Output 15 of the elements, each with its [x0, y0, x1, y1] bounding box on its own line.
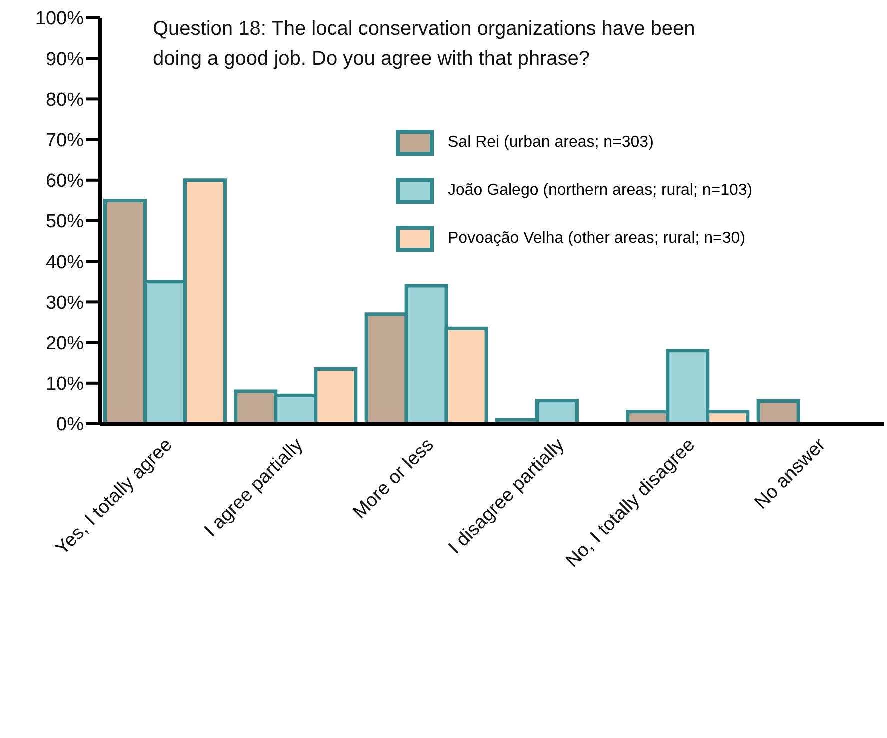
text: Question 18: The local conservation organizations have been doing a good job. Do you agree with that phrase?	[153, 17, 696, 72]
y-tick-label: 90%	[46, 49, 84, 70]
legend-label: Povoação Velha (other areas; rural; n=30)	[448, 230, 746, 248]
y-tick-label: 0%	[56, 414, 84, 436]
y-tick-label: 70%	[46, 130, 84, 152]
y-tick-label: 60%	[46, 171, 84, 192]
y-tick-label: 80%	[46, 90, 84, 111]
y-tick-label: 50%	[46, 212, 84, 233]
legend-label: João Galego (northern areas; rural; n=103)	[448, 182, 753, 200]
y-tick-label: 20%	[46, 334, 84, 355]
legend-label: Sal Rei (urban areas; n=303)	[448, 134, 654, 152]
y-tick-label: 100%	[35, 8, 84, 30]
y-tick-label: 10%	[46, 374, 84, 396]
y-tick-label: 40%	[46, 252, 84, 274]
y-tick-label: 30%	[46, 292, 84, 314]
